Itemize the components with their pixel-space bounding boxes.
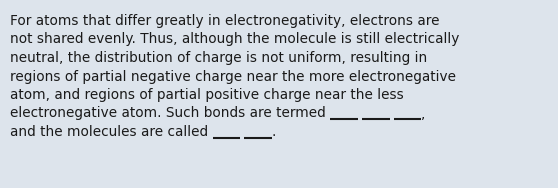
Text: .: .	[272, 125, 276, 139]
Text: regions of partial negative charge near the more electronegative: regions of partial negative charge near …	[10, 70, 456, 83]
Text: atom, and regions of partial positive charge near the less: atom, and regions of partial positive ch…	[10, 88, 404, 102]
Text: electronegative atom. Such bonds are termed: electronegative atom. Such bonds are ter…	[10, 106, 330, 121]
Text: For atoms that differ greatly in electronegativity, electrons are: For atoms that differ greatly in electro…	[10, 14, 440, 28]
Text: neutral, the distribution of charge is not uniform, resulting in: neutral, the distribution of charge is n…	[10, 51, 427, 65]
Text: ,: ,	[421, 106, 426, 121]
Text: not shared evenly. Thus, although the molecule is still electrically: not shared evenly. Thus, although the mo…	[10, 33, 459, 46]
Text: and the molecules are called: and the molecules are called	[10, 125, 213, 139]
